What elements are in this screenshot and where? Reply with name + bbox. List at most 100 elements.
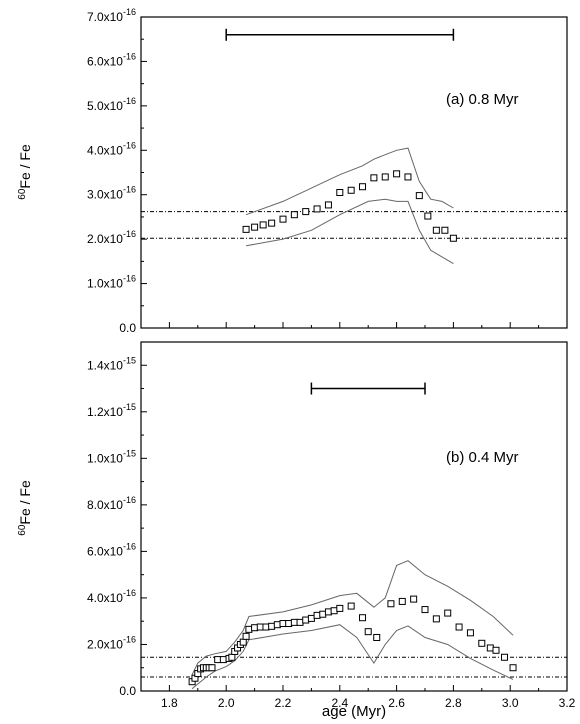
panel-b-x-tick-label: 2.0 [218, 696, 235, 710]
panel-b-band-upper-line [191, 560, 514, 675]
panel-a-band-lower-line [246, 198, 454, 265]
panel-b-y-tick-exponent: -15 [123, 402, 136, 412]
panel-b-y-tick-exponent: -16 [123, 541, 136, 551]
panel-a-point [449, 234, 457, 242]
panel-b-point [486, 644, 494, 652]
panel-a-interval-bar [225, 28, 455, 41]
panel-b-y-tick-label: 2.0x10-16 [87, 634, 136, 651]
panel-a-band-lower [246, 198, 454, 265]
panel-a-y-tick-label: 5.0x10-16 [87, 96, 136, 113]
panel-a-y-tick-exponent: -16 [123, 51, 136, 61]
panel-b-point [324, 608, 332, 616]
panel-a-point [415, 192, 423, 200]
panel-a-y-tick-mantissa: 3.0x10 [87, 188, 123, 202]
panel-b-point [242, 632, 250, 640]
panel-a-point [432, 226, 440, 234]
panel-a-y-tick-exponent: -16 [123, 96, 136, 106]
panel-b-point [219, 656, 227, 664]
panel-b-x-tick-label: 1.8 [161, 696, 178, 710]
panel-a-y-tick-label: 0.0 [119, 321, 136, 335]
panel-b-point [279, 620, 287, 628]
panel-b-point [228, 653, 236, 661]
panel-b-point [251, 624, 259, 632]
panel-b-y-tick-mantissa: 1.4x10 [87, 358, 123, 372]
panel-b-point [444, 609, 452, 617]
panel-a-y-tick-label: 7.0x10-16 [87, 7, 136, 24]
panel-a-y-tick-mantissa: 0.0 [119, 321, 136, 335]
panel-b-point [455, 623, 463, 631]
panel-b-point [214, 656, 222, 664]
panel-b-point [285, 620, 293, 628]
panel-a-y-tick-mantissa: 2.0x10 [87, 232, 123, 246]
panel-b-y-tick-exponent: -16 [123, 495, 136, 505]
panel-a-hlines [141, 211, 567, 239]
panel-b-ylabel-sup: 60 [17, 524, 28, 536]
panel-b-y-tick-exponent: -15 [123, 448, 136, 458]
panel-b-point [373, 633, 381, 641]
panel-b-point [364, 628, 372, 636]
panel-b-frame [140, 341, 568, 692]
panel-b-point [302, 616, 310, 624]
panel-b-ylabel: 60Fe / Fe [17, 480, 33, 536]
panel-b-interval-bar [310, 382, 426, 395]
panel-a-point [359, 183, 367, 191]
panel-b-band-lower [191, 624, 514, 690]
panel-b-y-tick-label: 1.2x10-15 [87, 402, 136, 419]
panel-a-point [279, 215, 287, 223]
panel-a-y-tick-mantissa: 6.0x10 [87, 54, 123, 68]
panel-b-point [208, 664, 216, 672]
panel-b-point [290, 618, 298, 626]
panel-b-y-tick-label: 8.0x10-16 [87, 495, 136, 512]
panel-b-point [410, 595, 418, 603]
panel-b-ylabel-main: Fe / Fe [17, 480, 33, 525]
panel-b-points [188, 595, 517, 686]
panel-a-point [393, 170, 401, 178]
panel-b-x-tick-label: 3.2 [559, 696, 576, 710]
panel-a-point [404, 173, 412, 181]
panel-b-x-tick-label: 2.4 [331, 696, 348, 710]
panel-a-y-tick-label: 3.0x10-16 [87, 185, 136, 202]
panel-a-y-tick-mantissa: 7.0x10 [87, 10, 123, 24]
panel-a-ylabel-sup: 60 [17, 188, 28, 200]
panel-b-y-tick-exponent: -15 [123, 355, 136, 365]
panel-b-y-tick-label: 4.0x10-16 [87, 588, 136, 605]
panel-b-y-tick-mantissa: 8.0x10 [87, 498, 123, 512]
panel-a-point [424, 212, 432, 220]
panel-b-x-tick-label: 2.6 [388, 696, 405, 710]
panel-b-y-tick-mantissa: 1.2x10 [87, 405, 123, 419]
panel-a-y-tick-exponent: -16 [123, 274, 136, 284]
panel-b-band-lower-line [191, 624, 514, 690]
panel-b-point [313, 611, 321, 619]
panel-b-point [387, 600, 395, 608]
panel-b-point [273, 621, 281, 629]
panel-a-band-upper [245, 147, 454, 216]
panel-b-y-tick-label: 6.0x10-16 [87, 541, 136, 558]
panel-b-point [262, 623, 270, 631]
panel-a-y-tick-mantissa: 4.0x10 [87, 143, 123, 157]
panel-a-y-tick-label: 4.0x10-16 [87, 140, 136, 157]
panel-b-point [296, 618, 304, 626]
panel-a-band-upper-line [245, 147, 454, 216]
panel-a-y-tick-exponent: -16 [123, 140, 136, 150]
panel-a-y-tick-mantissa: 5.0x10 [87, 99, 123, 113]
panel-b-hlines [141, 656, 567, 678]
panel-b-x-tick-label: 2.2 [275, 696, 292, 710]
panel-a-y-tick-mantissa: 1.0x10 [87, 277, 123, 291]
panel-b-y-tick-mantissa: 6.0x10 [87, 544, 123, 558]
panel-a-point [370, 174, 378, 182]
panel-b-point [509, 664, 517, 672]
panel-b-y-tick-mantissa: 1.0x10 [87, 451, 123, 465]
panel-b-label: (b) 0.4 Myr [446, 449, 519, 466]
panel-b-point [421, 606, 429, 614]
panel-b-point [256, 623, 264, 631]
panel-b-y-tick-label: 1.4x10-15 [87, 355, 136, 372]
panel-b-point [319, 610, 327, 618]
svg-text:60Fe / Fe: 60Fe / Fe [17, 480, 33, 536]
panel-a-point [381, 173, 389, 181]
panel-a-point [290, 211, 298, 219]
panel-a-ylabel-main: Fe / Fe [17, 144, 33, 189]
panel-a-ylabel: 60Fe / Fe [17, 144, 33, 200]
panel-a-frame [140, 16, 568, 329]
panel-a-y-tick-exponent: -16 [123, 185, 136, 195]
panel-b-point [245, 625, 253, 633]
